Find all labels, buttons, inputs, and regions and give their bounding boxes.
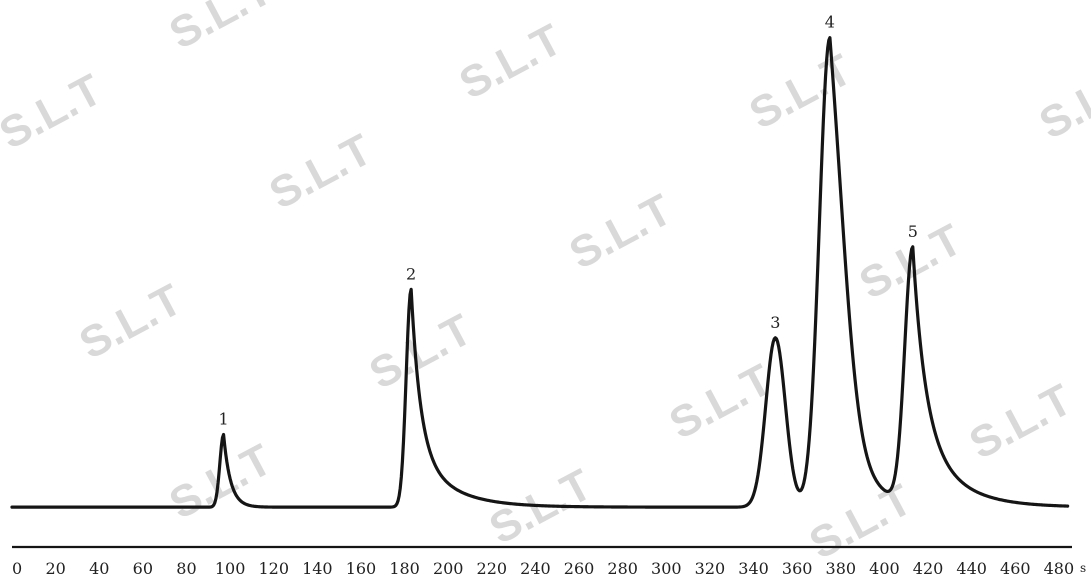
chromatogram-trace — [10, 36, 1070, 509]
x-tick-label: 180 — [389, 559, 420, 578]
x-tick-label: 160 — [346, 559, 377, 578]
watermark-text: S.L.T — [942, 0, 1060, 9]
x-tick-label: 420 — [913, 559, 944, 578]
x-axis-ticks: 0 20 40 60 80 100 120 140 160 180 200 220 240 260 280 3… — [12, 559, 1074, 578]
x-tick-label: 400 — [869, 559, 900, 578]
x-tick-label: 480 — [1044, 559, 1075, 578]
x-tick-label: 340 — [738, 559, 769, 578]
x-tick-label: 140 — [302, 559, 333, 578]
x-tick-label: 100 — [215, 559, 246, 578]
x-tick-label: 260 — [564, 559, 595, 578]
watermark-text: S.L.T — [562, 185, 680, 279]
x-tick-label: 360 — [782, 559, 813, 578]
watermark-text: S.L.T — [162, 0, 280, 59]
watermark-text: S.L.T — [362, 305, 480, 399]
watermark-text: S.L.T — [802, 475, 920, 569]
peak-label-2: 2 — [406, 264, 416, 283]
x-tick-label: 440 — [956, 559, 987, 578]
x-tick-label: 40 — [89, 559, 109, 578]
x-tick-label: 380 — [826, 559, 857, 578]
watermark-text: S.L.T — [262, 125, 380, 219]
x-tick-label: 80 — [176, 559, 196, 578]
x-tick-label: 240 — [520, 559, 551, 578]
watermark-text: S.L.T — [0, 65, 110, 159]
watermark-text: S.L.T — [742, 45, 860, 139]
peak-label-1: 1 — [218, 410, 228, 429]
peak-labels: 1 2 3 4 5 — [218, 13, 917, 429]
peak-label-4: 4 — [825, 13, 835, 32]
watermark-text: S.L.T — [962, 375, 1080, 469]
x-tick-label: 20 — [45, 559, 65, 578]
watermark-text: S.L.T — [452, 15, 570, 109]
x-tick-label: 120 — [258, 559, 289, 578]
peak-label-5: 5 — [908, 222, 918, 241]
x-tick-label: 0 — [12, 559, 22, 578]
x-axis-unit: s — [1080, 561, 1086, 575]
x-tick-label: 300 — [651, 559, 682, 578]
x-tick-label: 60 — [133, 559, 153, 578]
x-tick-label: 460 — [1000, 559, 1031, 578]
x-tick-label: 220 — [477, 559, 508, 578]
peak-label-3: 3 — [770, 313, 780, 332]
watermark-text: S.L.T — [1032, 55, 1091, 149]
x-tick-label: 280 — [607, 559, 638, 578]
x-tick-label: 200 — [433, 559, 464, 578]
watermark-text: S.L.T — [72, 275, 190, 369]
x-tick-label: 320 — [695, 559, 726, 578]
